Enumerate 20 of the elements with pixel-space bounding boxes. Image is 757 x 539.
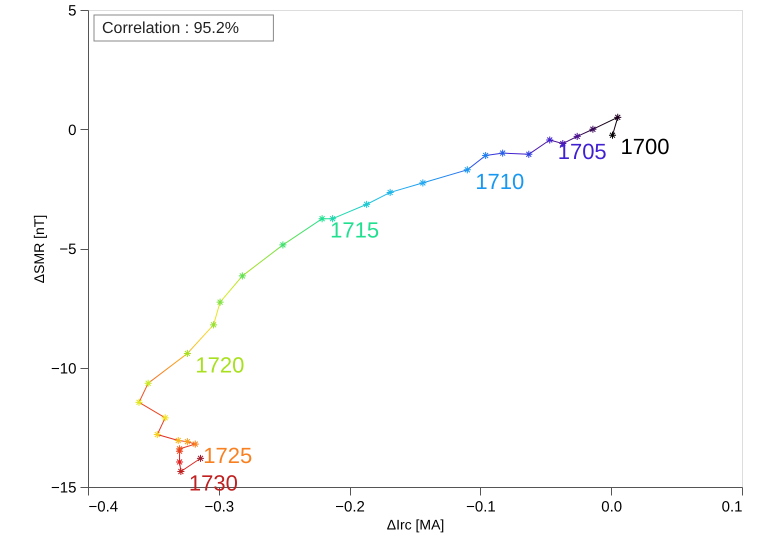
annotation: 1705: [558, 138, 607, 164]
x-tick-label: −0.4: [88, 498, 118, 516]
x-axis-title: ΔIrc [MA]: [386, 516, 444, 532]
x-tick-label: −0.2: [335, 498, 365, 516]
y-tick-label: 5: [68, 2, 76, 20]
annotation: Correlation : 95.2%: [102, 20, 239, 37]
annotation: 1710: [475, 168, 524, 194]
annotation: 1725: [203, 443, 252, 468]
y-tick-label: −5: [59, 241, 76, 258]
annotation: 1720: [195, 352, 244, 378]
y-tick-label: 0: [68, 122, 76, 139]
x-tick-label: 0.1: [722, 498, 742, 516]
x-tick-label: 0.0: [601, 498, 622, 516]
x-tick-label: −0.3: [204, 498, 234, 516]
y-axis-title: ΔSMR [nT]: [31, 214, 48, 284]
annotation: 1715: [330, 218, 380, 243]
y-tick-label: −15: [51, 480, 76, 496]
x-tick-label: −0.1: [466, 498, 496, 516]
annotation: 1700: [620, 134, 670, 160]
y-tick-label: −10: [51, 360, 76, 378]
